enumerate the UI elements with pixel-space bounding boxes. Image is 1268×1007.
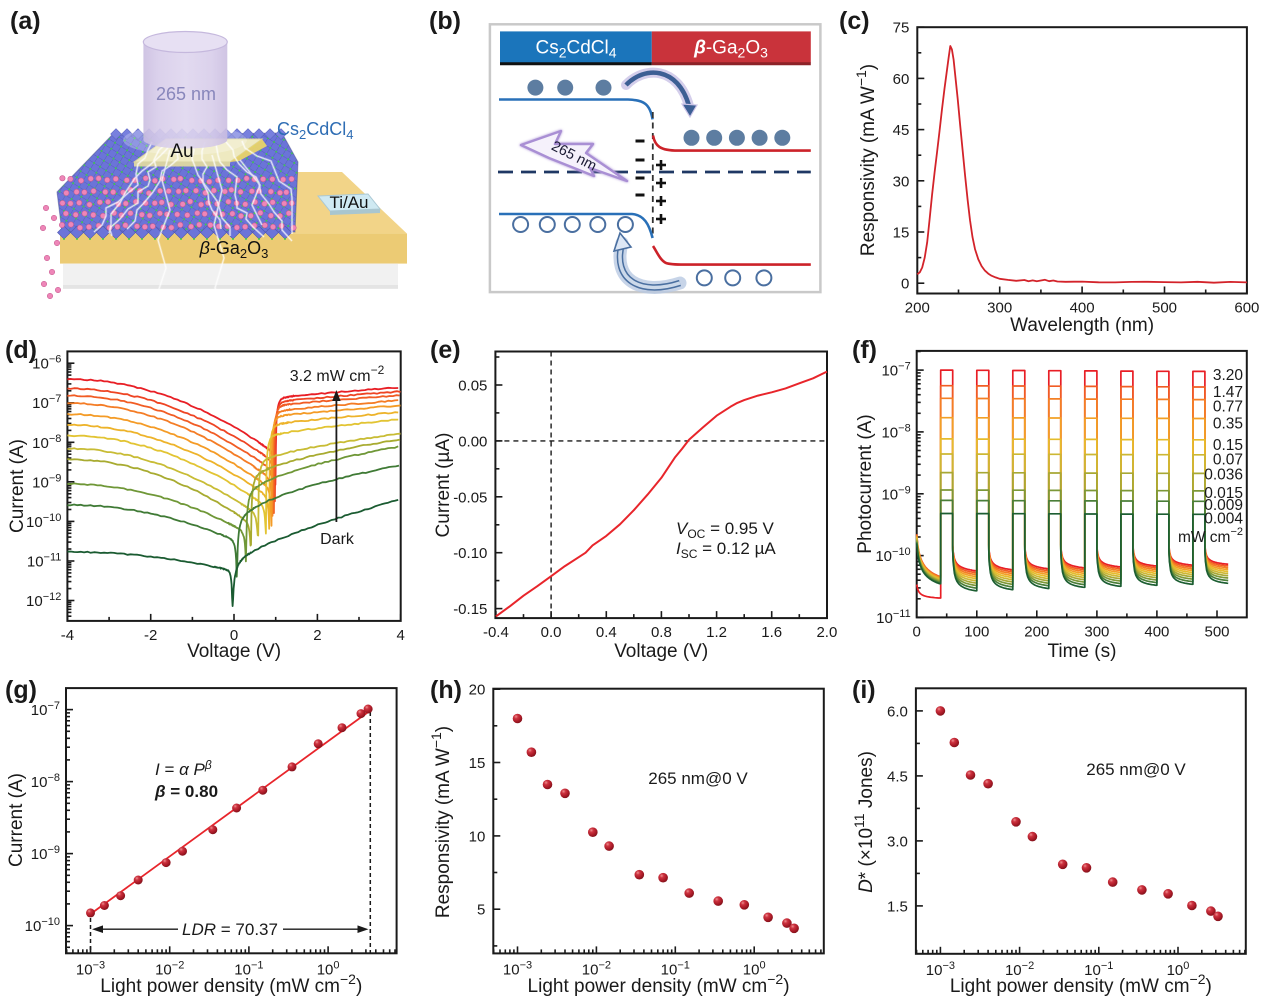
svg-text:500: 500 [1204, 623, 1229, 640]
svg-text:Voltage (V): Voltage (V) [614, 641, 708, 662]
svg-text:1.47: 1.47 [1213, 384, 1243, 401]
svg-text:75: 75 [893, 20, 910, 37]
svg-text:30: 30 [893, 173, 910, 190]
svg-text:Au: Au [170, 141, 193, 162]
svg-text:(b): (b) [429, 7, 461, 35]
svg-text:0.4: 0.4 [596, 624, 617, 641]
svg-text:0.15: 0.15 [1213, 437, 1243, 454]
svg-text:-0.05: -0.05 [453, 489, 487, 506]
svg-text:(a): (a) [10, 7, 41, 35]
svg-text:Time (s): Time (s) [1048, 641, 1117, 662]
svg-text:2.0: 2.0 [816, 624, 837, 641]
svg-text:(e): (e) [430, 336, 461, 364]
svg-text:-0.4: -0.4 [483, 624, 509, 641]
svg-text:Voltage (V): Voltage (V) [187, 641, 281, 662]
svg-text:Cs2CdCl4: Cs2CdCl4 [535, 38, 616, 61]
svg-text:15: 15 [893, 225, 910, 242]
svg-text:0.77: 0.77 [1213, 399, 1243, 416]
svg-text:20: 20 [469, 682, 486, 699]
svg-text:mW cm−2: mW cm−2 [1178, 526, 1243, 546]
svg-text:I = α Pβ: I = α Pβ [155, 758, 212, 779]
svg-text:5: 5 [477, 902, 485, 919]
svg-text:Current (µA): Current (µA) [433, 433, 454, 538]
svg-text:Wavelength (nm): Wavelength (nm) [1010, 315, 1154, 336]
svg-text:0.036: 0.036 [1204, 467, 1243, 484]
svg-text:600: 600 [1234, 300, 1259, 317]
svg-text:200: 200 [1024, 623, 1049, 640]
svg-text:0.05: 0.05 [458, 378, 487, 395]
svg-text:4: 4 [397, 627, 405, 644]
svg-text:265 nm@0 V: 265 nm@0 V [648, 769, 748, 788]
svg-text:Current (A): Current (A) [6, 773, 27, 867]
svg-text:1.5: 1.5 [887, 898, 908, 915]
svg-text:(i): (i) [852, 676, 876, 704]
svg-text:300: 300 [987, 300, 1012, 317]
svg-text:(c): (c) [839, 7, 870, 35]
svg-text:300: 300 [1084, 623, 1109, 640]
svg-text:0.00: 0.00 [458, 433, 487, 450]
svg-text:265 nm@0 V: 265 nm@0 V [1086, 760, 1186, 779]
svg-text:Responsivity (mA W−1): Responsivity (mA W−1) [428, 726, 454, 918]
svg-text:0.009: 0.009 [1204, 497, 1243, 514]
svg-text:0.015: 0.015 [1204, 485, 1243, 502]
svg-text:0.004: 0.004 [1204, 511, 1243, 528]
svg-text:0.35: 0.35 [1213, 416, 1243, 433]
svg-text:0: 0 [913, 623, 921, 640]
svg-text:0.07: 0.07 [1213, 451, 1243, 468]
svg-text:3.20: 3.20 [1213, 367, 1244, 384]
svg-text:-0.10: -0.10 [453, 545, 487, 562]
svg-text:100: 100 [964, 623, 989, 640]
svg-text:200: 200 [905, 300, 930, 317]
svg-text:2: 2 [313, 627, 321, 644]
svg-text:6.0: 6.0 [887, 703, 908, 720]
svg-text:1.2: 1.2 [706, 624, 727, 641]
svg-text:3.0: 3.0 [887, 833, 908, 850]
svg-text:Current (A): Current (A) [7, 439, 28, 533]
svg-text:(d): (d) [5, 336, 37, 364]
svg-text:Dark: Dark [320, 531, 355, 548]
svg-text:500: 500 [1152, 300, 1177, 317]
svg-text:Responsivity (mA W−1): Responsivity (mA W−1) [853, 64, 879, 256]
svg-text:4.5: 4.5 [887, 768, 908, 785]
svg-text:400: 400 [1070, 300, 1095, 317]
svg-text:15: 15 [469, 755, 486, 772]
svg-text:LDR = 70.37: LDR = 70.37 [182, 920, 278, 939]
svg-text:β = 0.80: β = 0.80 [154, 782, 218, 801]
svg-text:(h): (h) [430, 676, 462, 704]
svg-text:400: 400 [1144, 623, 1169, 640]
svg-text:Cs2CdCl4: Cs2CdCl4 [277, 119, 353, 142]
svg-text:Ti/Au: Ti/Au [329, 193, 368, 212]
svg-text:(f): (f) [852, 336, 877, 364]
svg-text:10: 10 [469, 828, 486, 845]
svg-text:-2: -2 [144, 627, 157, 644]
svg-text:VOC = 0.95 V: VOC = 0.95 V [676, 519, 775, 541]
svg-text:β-Ga2O3: β-Ga2O3 [693, 38, 768, 61]
svg-text:265 nm: 265 nm [156, 84, 216, 104]
svg-text:3.2 mW cm−2: 3.2 mW cm−2 [290, 363, 385, 385]
svg-text:0.0: 0.0 [541, 624, 562, 641]
svg-text:Photocurrent (A): Photocurrent (A) [855, 414, 876, 553]
svg-text:45: 45 [893, 122, 910, 139]
svg-text:Light power density (mW cm−2): Light power density (mW cm−2) [528, 971, 790, 997]
svg-text:1.6: 1.6 [761, 624, 782, 641]
svg-text:ISC = 0.12 µA: ISC = 0.12 µA [676, 539, 776, 561]
svg-text:0: 0 [901, 276, 909, 293]
svg-text:60: 60 [893, 71, 910, 88]
svg-text:0: 0 [230, 627, 238, 644]
svg-text:Light power density (mW cm−2): Light power density (mW cm−2) [100, 971, 362, 997]
svg-text:β-Ga2O3: β-Ga2O3 [199, 238, 269, 261]
svg-text:-4: -4 [61, 627, 74, 644]
svg-text:Light power density (mW cm−2): Light power density (mW cm−2) [950, 971, 1212, 997]
svg-text:0.8: 0.8 [651, 624, 672, 641]
svg-text:-0.15: -0.15 [453, 601, 487, 618]
svg-text:(g): (g) [5, 676, 37, 704]
